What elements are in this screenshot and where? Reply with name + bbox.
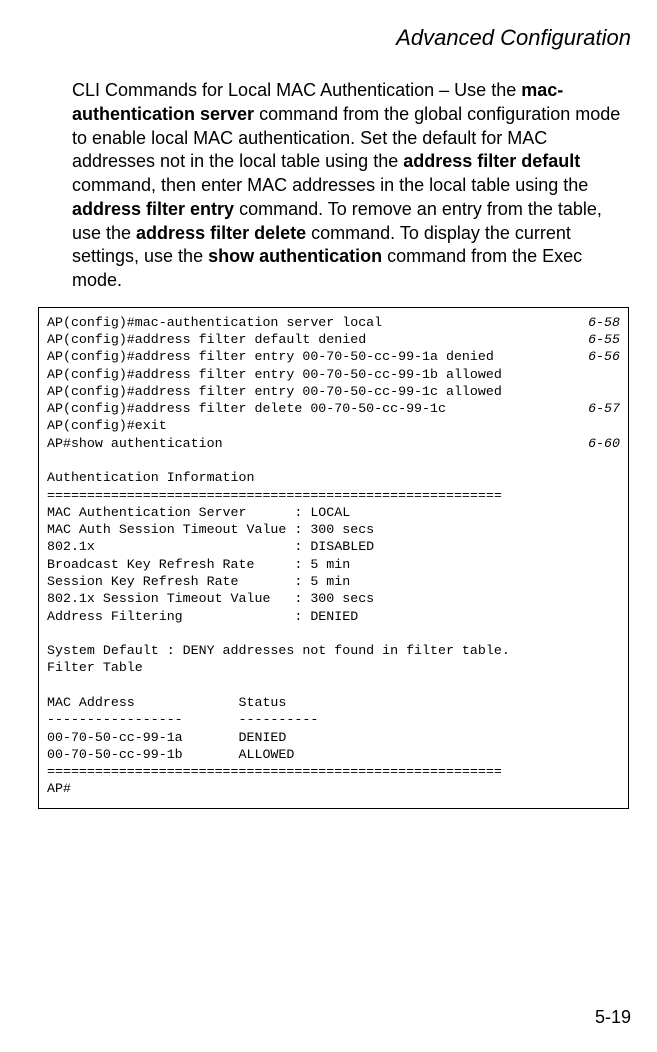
cli-line: MAC Auth Session Timeout Value : 300 sec… <box>47 521 620 538</box>
cli-line: ========================================… <box>47 763 620 780</box>
page-header-title: Advanced Configuration <box>36 25 637 51</box>
cli-line: AP(config)#address filter entry 00-70-50… <box>47 366 620 383</box>
page-number: 5-19 <box>595 1007 631 1028</box>
cli-line <box>47 677 620 694</box>
body-text-run: command, then enter MAC addresses in the… <box>72 175 588 195</box>
cli-text: AP(config)#address filter default denied <box>47 331 366 348</box>
body-paragraph: CLI Commands for Local MAC Authenticatio… <box>72 79 629 293</box>
cli-line: 00-70-50-cc-99-1b ALLOWED <box>47 746 620 763</box>
cli-text: AP# <box>47 780 71 797</box>
body-text-run: CLI Commands for Local MAC Authenticatio… <box>72 80 521 100</box>
cli-line: Filter Table <box>47 659 620 676</box>
cli-line: Address Filtering : DENIED <box>47 608 620 625</box>
cli-line <box>47 452 620 469</box>
cli-text: ----------------- ---------- <box>47 711 318 728</box>
cli-line: ========================================… <box>47 487 620 504</box>
cli-line: AP# <box>47 780 620 797</box>
cli-line <box>47 625 620 642</box>
cli-line: AP(config)#address filter delete 00-70-5… <box>47 400 620 417</box>
cli-text <box>47 677 55 694</box>
cli-line: AP(config)#address filter default denied… <box>47 331 620 348</box>
cli-text: Address Filtering : DENIED <box>47 608 358 625</box>
cli-text: 00-70-50-cc-99-1b ALLOWED <box>47 746 294 763</box>
cli-line: AP(config)#mac-authentication server loc… <box>47 314 620 331</box>
cli-text: System Default : DENY addresses not foun… <box>47 642 510 659</box>
cli-text: 00-70-50-cc-99-1a DENIED <box>47 729 286 746</box>
bold-term: address filter default <box>403 151 580 171</box>
cli-line: MAC Address Status <box>47 694 620 711</box>
cli-line: MAC Authentication Server : LOCAL <box>47 504 620 521</box>
cli-output-box: AP(config)#mac-authentication server loc… <box>38 307 629 809</box>
cli-text: ========================================… <box>47 763 502 780</box>
cli-text <box>47 625 55 642</box>
cli-line: Authentication Information <box>47 469 620 486</box>
document-page: Advanced Configuration CLI Commands for … <box>0 0 657 1052</box>
cli-text: AP(config)#mac-authentication server loc… <box>47 314 382 331</box>
bold-term: address filter delete <box>136 223 306 243</box>
cli-text: 802.1x Session Timeout Value : 300 secs <box>47 590 374 607</box>
cli-text: AP(config)#address filter entry 00-70-50… <box>47 348 494 365</box>
cli-text: Authentication Information <box>47 469 254 486</box>
cli-page-ref: 6-57 <box>588 400 620 417</box>
cli-line: Broadcast Key Refresh Rate : 5 min <box>47 556 620 573</box>
cli-text: AP#show authentication <box>47 435 223 452</box>
cli-text: AP(config)#address filter entry 00-70-50… <box>47 383 502 400</box>
cli-text: AP(config)#address filter delete 00-70-5… <box>47 400 446 417</box>
cli-page-ref: 6-56 <box>588 348 620 365</box>
cli-line: 00-70-50-cc-99-1a DENIED <box>47 729 620 746</box>
cli-text: ========================================… <box>47 487 502 504</box>
cli-line: System Default : DENY addresses not foun… <box>47 642 620 659</box>
cli-text: 802.1x : DISABLED <box>47 538 374 555</box>
cli-line: AP#show authentication 6-60 <box>47 435 620 452</box>
cli-text: Filter Table <box>47 659 143 676</box>
cli-line: AP(config)#address filter entry 00-70-50… <box>47 348 620 365</box>
cli-line: AP(config)#exit <box>47 417 620 434</box>
cli-line: AP(config)#address filter entry 00-70-50… <box>47 383 620 400</box>
cli-text: MAC Authentication Server : LOCAL <box>47 504 350 521</box>
cli-page-ref: 6-60 <box>588 435 620 452</box>
cli-text: MAC Address Status <box>47 694 286 711</box>
bold-term: address filter entry <box>72 199 234 219</box>
cli-text <box>47 452 55 469</box>
cli-text: MAC Auth Session Timeout Value : 300 sec… <box>47 521 374 538</box>
cli-line: 802.1x Session Timeout Value : 300 secs <box>47 590 620 607</box>
cli-line: 802.1x : DISABLED <box>47 538 620 555</box>
cli-page-ref: 6-58 <box>588 314 620 331</box>
cli-text: AP(config)#exit <box>47 417 167 434</box>
cli-text: Session Key Refresh Rate : 5 min <box>47 573 350 590</box>
cli-text: AP(config)#address filter entry 00-70-50… <box>47 366 502 383</box>
cli-line: ----------------- ---------- <box>47 711 620 728</box>
cli-page-ref: 6-55 <box>588 331 620 348</box>
cli-text: Broadcast Key Refresh Rate : 5 min <box>47 556 350 573</box>
bold-term: show authentication <box>208 246 382 266</box>
cli-line: Session Key Refresh Rate : 5 min <box>47 573 620 590</box>
